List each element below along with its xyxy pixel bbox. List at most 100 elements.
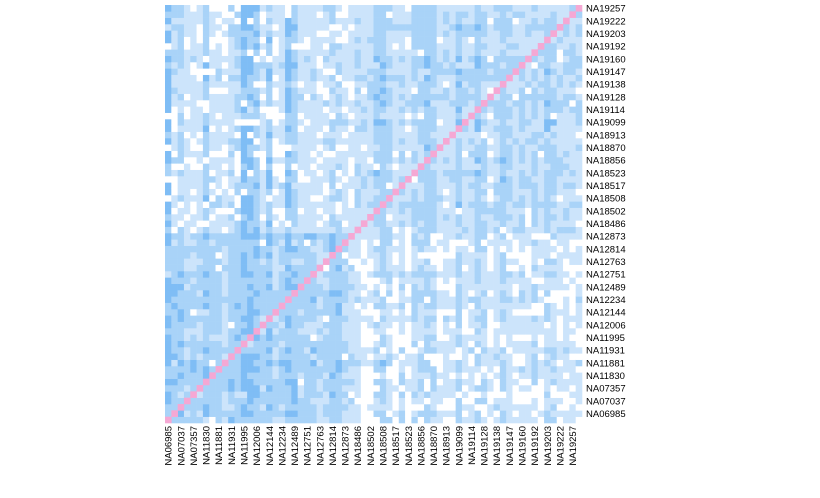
heatmap-cell (240, 334, 248, 341)
heatmap-cell (329, 391, 336, 398)
heatmap-cell (297, 410, 305, 417)
heatmap-cells (165, 5, 583, 424)
heatmap-cell (190, 226, 197, 234)
heatmap-cell (221, 62, 229, 69)
heatmap-cell (468, 5, 475, 12)
heatmap-cell (177, 182, 185, 189)
heatmap-cell (316, 188, 324, 196)
heatmap-cell (556, 188, 564, 196)
heatmap-cell (196, 169, 204, 177)
heatmap-cell (209, 404, 216, 411)
heatmap-cell (512, 100, 520, 107)
heatmap-cell (304, 125, 311, 132)
heatmap-cell (386, 315, 393, 322)
heatmap-cell (411, 125, 419, 132)
heatmap-cell (209, 239, 216, 246)
heatmap-cell (499, 340, 507, 348)
heatmap-cell (512, 315, 520, 322)
heatmap-cell (285, 68, 292, 75)
heatmap-cell (177, 5, 185, 12)
heatmap-cell (525, 17, 532, 25)
heatmap-cell (556, 296, 564, 303)
heatmap-cell (209, 296, 216, 303)
heatmap-cell (550, 214, 558, 221)
heatmap-cell (247, 264, 254, 272)
heatmap-cell (291, 125, 298, 132)
heatmap-cell (240, 87, 248, 94)
heatmap-cell (373, 353, 381, 360)
heatmap-cell (304, 245, 311, 253)
heatmap-cell (367, 290, 374, 297)
heatmap-cell (405, 157, 412, 164)
heatmap-cell (411, 226, 419, 234)
heatmap-cell (348, 163, 355, 170)
heatmap-cell (221, 296, 229, 303)
heatmap-cell (341, 169, 349, 177)
heatmap-cell (228, 404, 235, 411)
heatmap-cell (449, 81, 456, 88)
heatmap-cell (430, 252, 437, 259)
heatmap-cell (531, 169, 539, 177)
heatmap-cell (272, 36, 280, 44)
heatmap-cell (278, 283, 286, 291)
heatmap-cell (569, 328, 576, 335)
diagonal-cell (304, 277, 311, 284)
diagonal-cell (234, 347, 242, 354)
heatmap-cell (512, 309, 520, 316)
heatmap-cell (247, 315, 254, 322)
heatmap-cell (291, 245, 298, 253)
heatmap-cell (518, 328, 526, 335)
heatmap-cell (569, 68, 576, 75)
heatmap-cell (253, 359, 261, 367)
heatmap-cell (518, 385, 526, 392)
heatmap-cell (417, 391, 425, 398)
heatmap-cell (221, 68, 229, 75)
heatmap-cell (468, 68, 475, 75)
heatmap-cell (461, 68, 469, 75)
heatmap-cell (215, 359, 223, 367)
heatmap-cell (379, 43, 387, 50)
heatmap-cell (209, 302, 216, 310)
heatmap-cell (367, 157, 374, 164)
heatmap-cell (196, 119, 204, 126)
heatmap-cell (480, 68, 488, 75)
heatmap-cell (544, 112, 551, 120)
heatmap-cell (272, 163, 280, 170)
heatmap-cell (405, 138, 412, 145)
heatmap-cell (575, 74, 583, 82)
heatmap-cell (430, 43, 437, 50)
diagonal-cell (177, 404, 185, 411)
heatmap-cell (297, 302, 305, 310)
heatmap-cell (266, 309, 273, 316)
heatmap-cell (550, 353, 558, 360)
heatmap-cell (285, 359, 292, 367)
heatmap-cell (196, 74, 204, 82)
heatmap-cell (190, 169, 197, 177)
heatmap-cell (215, 138, 223, 145)
heatmap-cell (506, 176, 513, 183)
heatmap-cell (177, 36, 185, 44)
heatmap-cell (177, 264, 185, 272)
heatmap-cell (379, 144, 387, 151)
heatmap-cell (531, 309, 539, 316)
y-tick-label: NA12234 (586, 295, 626, 306)
heatmap-cell (354, 252, 362, 259)
heatmap-cell (196, 55, 204, 63)
heatmap-cell (550, 283, 558, 291)
heatmap-cell (386, 93, 393, 101)
heatmap-cell (430, 359, 437, 367)
heatmap-cell (461, 163, 469, 170)
heatmap-cell (304, 207, 311, 215)
heatmap-cell (247, 43, 254, 50)
heatmap-cell (455, 214, 463, 221)
heatmap-cell (190, 378, 197, 386)
heatmap-cell (297, 17, 305, 25)
heatmap-cell (335, 87, 343, 94)
heatmap-cell (544, 62, 551, 69)
heatmap-cell (190, 233, 197, 240)
y-tick-label: NA18870 (586, 143, 626, 154)
heatmap-cell (335, 106, 343, 113)
heatmap-cell (196, 144, 204, 151)
heatmap-cell (537, 340, 545, 348)
heatmap-cell (215, 74, 223, 82)
